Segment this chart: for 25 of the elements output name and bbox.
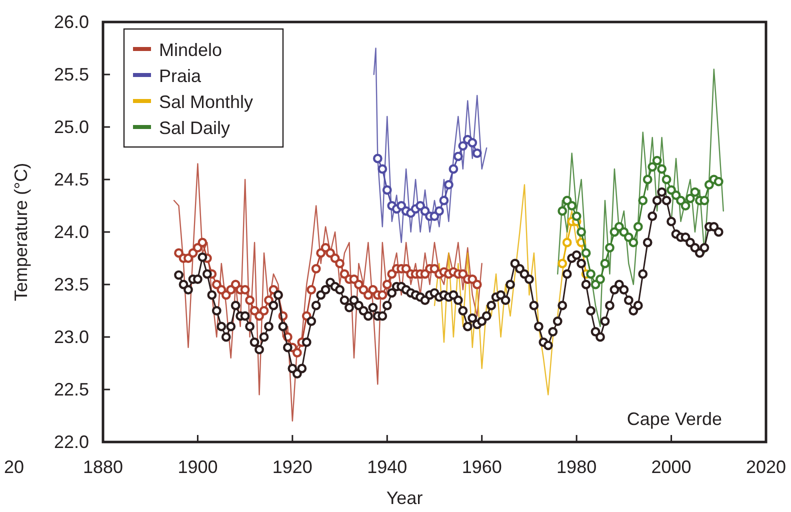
legend-label: Mindelo: [159, 40, 222, 60]
y-tick-label: 24.0: [54, 222, 89, 242]
y-tick-label: 24.5: [54, 170, 89, 190]
text: 20: [4, 457, 24, 477]
x-axis-title: Year: [386, 488, 423, 508]
annotation: Cape Verde: [626, 409, 722, 429]
x-tick-label: 1880: [82, 457, 124, 477]
x-tick-label: 1960: [462, 457, 502, 477]
legend-label: Sal Daily: [159, 118, 230, 138]
y-tick-label: 23.5: [54, 274, 89, 294]
x-tick-label: 1900: [178, 457, 218, 477]
x-tick-label: 1940: [367, 457, 408, 477]
y-tick-label: 22.5: [54, 380, 89, 400]
x-tick-label: 2000: [651, 457, 692, 477]
y-tick-label: 25.5: [54, 64, 89, 84]
x-tick-label: 1980: [556, 457, 597, 477]
x-tick-label: 1920: [272, 457, 312, 477]
legend-label: Praia: [159, 66, 202, 86]
y-tick-label: 26.0: [54, 12, 89, 32]
legend-label: Sal Monthly: [159, 92, 254, 112]
y-tick-label: 23.0: [54, 327, 89, 347]
y-tick-label: 25.0: [54, 117, 89, 137]
y-axis-title: Temperature (°C): [11, 162, 31, 302]
x-tick-label: 2020: [746, 457, 786, 477]
y-tick-label: 22.0: [54, 432, 89, 452]
